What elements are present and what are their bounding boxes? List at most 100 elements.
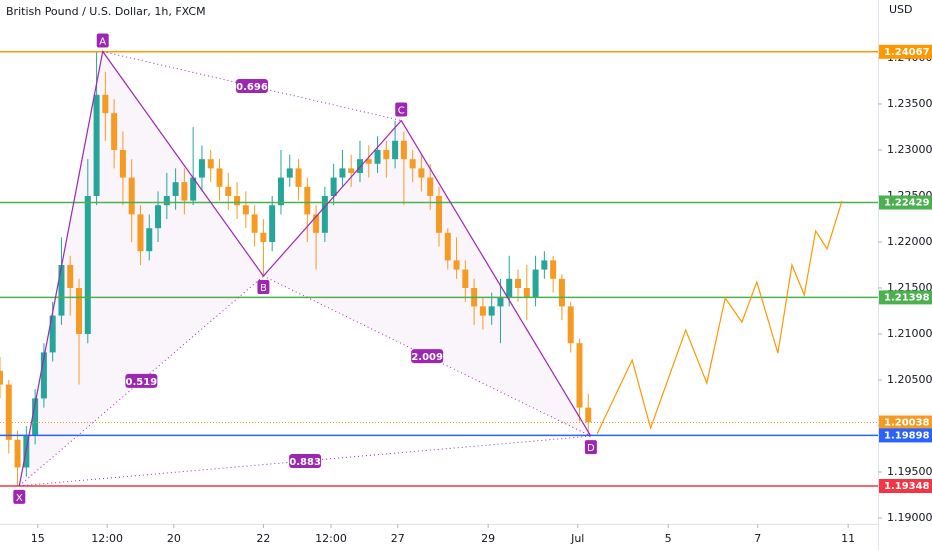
level-label-bg <box>879 195 932 210</box>
candle-body <box>506 278 513 298</box>
y-tick-label: 1.19000 <box>887 511 932 524</box>
candle-body <box>216 168 223 187</box>
x-tick-label: 22 <box>256 532 270 545</box>
candle-body <box>392 140 399 160</box>
candle-body <box>383 149 390 160</box>
candle-body <box>313 214 320 233</box>
ratio-label: 0.519 <box>126 377 158 388</box>
candle-body <box>32 398 39 436</box>
candle-body <box>234 195 241 206</box>
currency-label: USD <box>889 3 913 16</box>
x-tick-label: 15 <box>31 532 45 545</box>
x-tick-label: 12:00 <box>91 532 123 545</box>
ratio-label: 0.696 <box>236 82 268 93</box>
candle-body <box>67 264 74 288</box>
pattern-fill <box>263 120 591 437</box>
candle-body <box>532 269 539 298</box>
x-tick-label: 27 <box>391 532 405 545</box>
y-tick-label: 1.23000 <box>887 143 932 156</box>
level-label: 1.22429 <box>884 198 930 209</box>
candle-body <box>172 182 179 196</box>
candle-body <box>137 214 144 252</box>
candle-body <box>558 278 565 307</box>
chart-title: British Pound / U.S. Dollar, 1h, FXCM <box>6 5 206 18</box>
point-badge <box>584 440 597 455</box>
candle-body <box>585 407 592 423</box>
point-label: A <box>99 37 106 48</box>
level-label: 1.19898 <box>884 430 930 441</box>
ratio-label: 0.883 <box>289 457 321 468</box>
candle-body <box>207 159 214 169</box>
y-tick-label: 1.23500 <box>887 97 932 110</box>
ratio-badge <box>125 373 158 388</box>
y-tick-label: 1.21000 <box>887 327 932 340</box>
x-tick-label: 20 <box>167 532 181 545</box>
candle-body <box>14 439 21 468</box>
candle-body <box>277 177 284 206</box>
ratio-badge <box>235 79 268 94</box>
candle-body <box>400 140 407 160</box>
point-label: X <box>16 493 23 504</box>
candle-body <box>348 168 355 173</box>
candle-body <box>198 159 205 178</box>
y-tick-label: 1.19500 <box>887 465 932 478</box>
x-tick-label: 7 <box>754 532 761 545</box>
candle-body <box>146 228 153 252</box>
candle-body <box>225 186 232 196</box>
candle-body <box>339 168 346 178</box>
candle-body <box>269 205 276 242</box>
candle-body <box>260 232 267 242</box>
x-tick-label: 11 <box>841 532 855 545</box>
candle-body <box>567 306 574 344</box>
pattern-fill <box>19 51 264 486</box>
point-label: C <box>398 106 405 117</box>
candle-body <box>576 343 583 408</box>
y-tick-label: 1.20500 <box>887 373 932 386</box>
candle-body <box>111 113 118 150</box>
candle-body <box>58 264 65 316</box>
candle-body <box>444 232 451 261</box>
candle-body <box>251 214 258 233</box>
candle-body <box>523 287 530 298</box>
candle-body <box>418 168 425 178</box>
candle-body <box>181 182 188 201</box>
candle-body <box>76 287 83 334</box>
candle-body <box>488 306 495 316</box>
candle-body <box>321 195 328 233</box>
ratio-line <box>263 275 592 437</box>
candle-body <box>0 370 3 385</box>
candle-body <box>295 168 302 187</box>
candle-body <box>5 384 12 440</box>
x-tick-label: 5 <box>665 532 672 545</box>
point-label: D <box>587 443 595 454</box>
candle-body <box>550 260 557 279</box>
point-badge <box>96 33 109 48</box>
candle-body <box>409 159 416 169</box>
x-tick-label: 29 <box>481 532 495 545</box>
candle-body <box>356 159 363 173</box>
candle-body <box>49 315 56 353</box>
candle-body <box>479 306 486 316</box>
candle-body <box>155 205 162 229</box>
candle-body <box>330 177 337 196</box>
candle-body <box>497 297 504 307</box>
level-label-bg <box>879 428 932 443</box>
candle-body <box>365 159 372 164</box>
candle-body <box>119 149 126 178</box>
level-label: 1.24067 <box>884 47 930 58</box>
candle-body <box>462 269 469 288</box>
candle-body <box>93 94 100 196</box>
point-label: B <box>260 283 267 294</box>
candle-body <box>128 177 135 215</box>
candle-body <box>453 260 460 270</box>
ratio-badge <box>411 349 444 364</box>
level-label: 1.19348 <box>884 481 930 492</box>
level-label: 1.20038 <box>884 418 930 429</box>
candle-body <box>374 149 381 164</box>
candle-body <box>436 195 442 233</box>
candle-body <box>541 260 548 270</box>
candle-body <box>163 195 170 206</box>
candle-body <box>427 177 434 196</box>
level-label-bg <box>879 478 932 493</box>
